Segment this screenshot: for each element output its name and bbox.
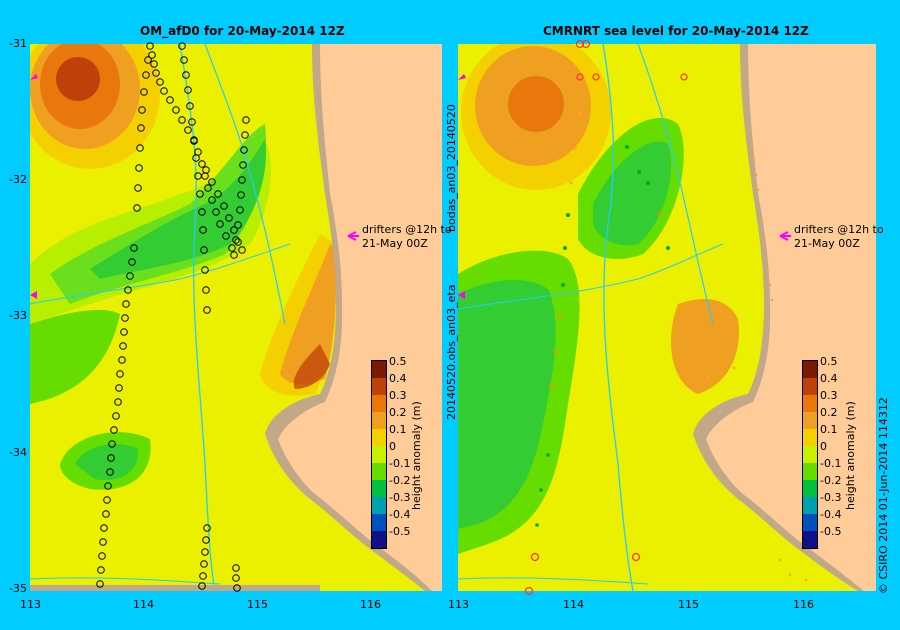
- colorbar-left-tick: 0.4: [389, 372, 407, 385]
- colorbar-right-swatch: [803, 463, 817, 480]
- colorbar-left-label: height anomaly (m): [410, 401, 423, 510]
- colorbar-left-tick: 0.5: [389, 355, 407, 368]
- colorbar-right-swatch: [803, 531, 817, 548]
- left-x-tick-label: 116: [360, 598, 381, 611]
- colorbar-left-tick: -0.1: [389, 457, 411, 470]
- left-x-tick-label: 113: [20, 598, 41, 611]
- colorbar-left-swatch: [372, 531, 386, 548]
- colorbar-left-tick: -0.3: [389, 491, 411, 504]
- y-tick-label: -33: [9, 309, 27, 322]
- right-x-tick-label: 116: [793, 598, 814, 611]
- side-label-top: bodas_an03_20140520: [445, 104, 458, 232]
- colorbar-right-swatch: [803, 361, 817, 378]
- colorbar-right-swatch: [803, 497, 817, 514]
- colorbar-left-tick: -0.5: [389, 525, 411, 538]
- right-map-panel: [458, 44, 876, 591]
- left-x-tick-label: 114: [133, 598, 154, 611]
- drifter-marker-right-mid: [458, 291, 465, 299]
- colorbar-right-frame: [802, 360, 818, 549]
- colorbar-right-tick: -0.2: [820, 474, 842, 487]
- colorbar-left-tick: 0.1: [389, 423, 407, 436]
- colorbar-right-swatch: [803, 480, 817, 497]
- drifter-marker-left-top: [30, 74, 38, 80]
- drifter-note-right: drifters @12h to 21-May 00Z: [794, 223, 884, 251]
- colorbar-left-swatch: [372, 463, 386, 480]
- right-x-tick-label: 115: [678, 598, 699, 611]
- right-x-tick-label: 113: [448, 598, 469, 611]
- right-map-title: CMRNRT sea level for 20-May-2014 12Z: [543, 24, 809, 38]
- right-x-tick-label: 114: [563, 598, 584, 611]
- y-tick-label: -32: [9, 173, 27, 186]
- colorbar-left-swatch: [372, 497, 386, 514]
- colorbar-left-swatch: [372, 395, 386, 412]
- copyright-label: © CSIRO 2014 01-Jun-2014 114312: [877, 397, 890, 594]
- colorbar-right-tick: 0.1: [820, 423, 838, 436]
- drifter-note-left: drifters @12h to 21-May 00Z: [362, 223, 452, 251]
- drifter-arrow-right: [779, 231, 791, 241]
- colorbar-right-tick: -0.1: [820, 457, 842, 470]
- drifter-marker-right-top: [458, 74, 466, 80]
- colorbar-right-tick: 0: [820, 440, 827, 453]
- right-map-svg: [458, 44, 876, 591]
- colorbar-right-swatch: [803, 429, 817, 446]
- drifter-note-left-line1: drifters @12h to: [362, 223, 452, 236]
- colorbar-left-swatch: [372, 378, 386, 395]
- colorbar-right-swatch: [803, 514, 817, 531]
- colorbar-right-swatch: [803, 378, 817, 395]
- colorbar-right-tick: -0.5: [820, 525, 842, 538]
- left-map-panel: [30, 44, 442, 591]
- y-tick-label: -34: [9, 446, 27, 459]
- colorbar-left-swatch: [372, 361, 386, 378]
- colorbar-right-tick: 0.5: [820, 355, 838, 368]
- colorbar-right-tick: -0.4: [820, 508, 842, 521]
- colorbar-left-swatch: [372, 412, 386, 429]
- colorbar-right-swatch: [803, 412, 817, 429]
- colorbar-left-tick: 0.2: [389, 406, 407, 419]
- colorbar-right-swatch: [803, 446, 817, 463]
- colorbar-right-tick: 0.4: [820, 372, 838, 385]
- colorbar-left-tick: -0.2: [389, 474, 411, 487]
- drifter-note-right-line1: drifters @12h to: [794, 223, 884, 236]
- colorbar-left-tick: 0: [389, 440, 396, 453]
- colorbar-left-swatch: [372, 480, 386, 497]
- left-map-svg: [30, 44, 442, 591]
- drifter-note-right-line2: 21-May 00Z: [794, 237, 860, 250]
- colorbar-left-swatch: [372, 446, 386, 463]
- left-map-title: OM_afD0 for 20-May-2014 12Z: [140, 24, 345, 38]
- y-tick-label: -31: [9, 37, 27, 50]
- colorbar-left-tick: 0.3: [389, 389, 407, 402]
- colorbar-left-swatch: [372, 429, 386, 446]
- drifter-marker-left-mid: [30, 291, 37, 299]
- colorbar-right-tick: 0.2: [820, 406, 838, 419]
- colorbar-right-tick: -0.3: [820, 491, 842, 504]
- side-label-bottom: 20140520.obs_an03_eta: [445, 284, 458, 420]
- colorbar-right-label: height anomaly (m): [844, 401, 857, 510]
- colorbar-left-swatch: [372, 514, 386, 531]
- colorbar-right-tick: 0.3: [820, 389, 838, 402]
- colorbar-left-tick: -0.4: [389, 508, 411, 521]
- colorbar-right-swatch: [803, 395, 817, 412]
- y-tick-label: -35: [9, 582, 27, 595]
- left-x-tick-label: 115: [247, 598, 268, 611]
- drifter-note-left-line2: 21-May 00Z: [362, 237, 428, 250]
- colorbar-left-frame: [371, 360, 387, 549]
- drifter-arrow-left: [347, 231, 359, 241]
